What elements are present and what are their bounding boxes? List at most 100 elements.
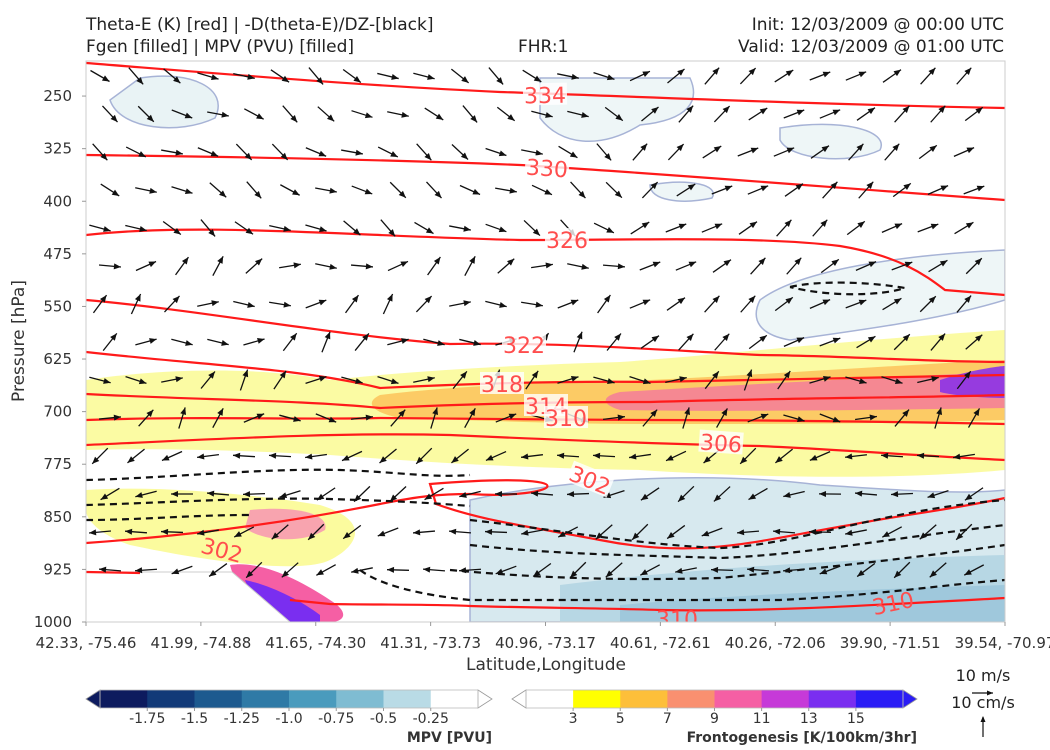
wind-vector-head [173,76,181,84]
wind-vector-head [893,69,901,77]
wind-vector-head [171,490,179,497]
wind-vector-head [353,228,361,236]
wind-vector [570,181,586,199]
contour-label-310: 310 [545,407,587,432]
theta-e-contour-6 [86,416,1005,426]
x-tick-label: 39.90, -71.51 [840,634,941,652]
wind-vector [530,490,554,497]
wind-vector-head [677,297,685,305]
wind-vector-head [759,108,768,115]
wind-vector [497,258,515,274]
wind-vector [485,147,507,157]
wind-vector [595,524,613,540]
wind-vector [845,376,867,384]
wind-vector-head [100,493,109,500]
wind-vector [521,301,543,308]
wind-vector [171,186,193,195]
wind-vector-head [544,188,552,195]
wind-vector-head [432,407,439,416]
wind-vector-head [688,261,697,268]
wind-vector-head [329,263,337,270]
x-tick-label: 39.54, -70.97 [955,634,1050,652]
wind-vector-head [329,187,337,194]
wind-vector [893,333,911,351]
x-axis-label: Latitude,Longitude [466,655,626,675]
colorbar-tick-label: -0.25 [413,711,449,727]
wind-vector-head [449,528,457,535]
wind-vector [484,528,508,535]
wind-vector [343,220,361,236]
wind-vector-head [362,333,369,341]
wind-vector [812,219,828,237]
wind-vector [846,220,866,236]
terrain-purple [245,580,320,622]
colorbar-arrow-right [902,689,918,709]
wind-vector [279,262,301,269]
stability-contour-5 [449,543,1005,581]
colorbar-tick-label: -1.5 [181,711,208,727]
wind-vector [641,106,659,122]
stability-contour-7 [789,281,906,296]
wind-vector-head [427,376,435,383]
colorbar-segment [289,690,337,708]
wind-vector [271,143,289,161]
wind-vector-head [821,145,829,153]
colorbar-segment [855,690,904,708]
wind-vector [305,224,327,232]
wind-vector-head [127,456,135,463]
wind-vector-head [796,337,805,344]
y-tick-label: 550 [43,297,72,315]
wind-vector [856,107,876,121]
wind-vector [856,562,876,578]
wind-vector-head [175,149,183,156]
wind-vector-head [964,295,972,303]
colorbar-segment [430,690,479,708]
wind-vector-head [305,453,313,460]
wind-vector-head [797,416,805,422]
wind-vector [747,185,769,195]
wind-vector [593,222,615,234]
wind-vector [134,567,158,574]
wind-vector-head [209,569,217,577]
wind-vector [845,529,867,536]
wind-vector-head [832,109,841,116]
wind-vector-head [867,107,875,115]
wind-vector-head [722,106,730,114]
wind-vector [632,143,648,161]
wind-vector-head [134,293,141,302]
wind-vector [377,72,399,80]
wind-vector [281,562,299,578]
colorbar-arrow-left [85,689,101,709]
wind-vector-head [473,340,481,346]
colorbar-tick-label: 13 [800,711,818,727]
wind-vector-head [100,152,108,161]
wind-vector [682,407,691,429]
wind-vector-head [364,112,373,119]
wind-vector [305,147,327,157]
wind-vector-head [279,370,287,379]
wind-legend: 10 m/s 10 cm/s [951,666,1015,737]
wind-vector-head [149,338,157,344]
wind-vector-head [855,490,863,497]
wind-vector [124,528,148,535]
wind-vector-head [675,567,683,574]
wind-vector-head [92,456,100,464]
wind-vector [269,225,291,232]
forecast-hour: FHR:1 [518,37,569,57]
wind-vector [747,413,769,423]
wind-vector [422,566,446,573]
wind-vector-head [714,223,723,230]
wind-vector [342,68,362,84]
wind-vector-head [496,77,504,85]
colorbar-mpv: -1.75 -1.5 -1.25 -1.0 -0.75 -0.5 -0.25 [85,689,493,727]
wind-vector [170,490,194,497]
wind-vector-head [316,569,324,576]
wind-vector-head [247,73,255,80]
wind-vector [573,331,583,353]
colorbar-tick-label: -1.25 [224,711,260,727]
wind-vector-head [245,227,254,235]
wind-legend-vertical: 10 cm/s [951,693,1015,712]
wind-vector [927,489,949,499]
contour-label-bg [565,460,615,498]
wind-vector-head [722,333,730,341]
